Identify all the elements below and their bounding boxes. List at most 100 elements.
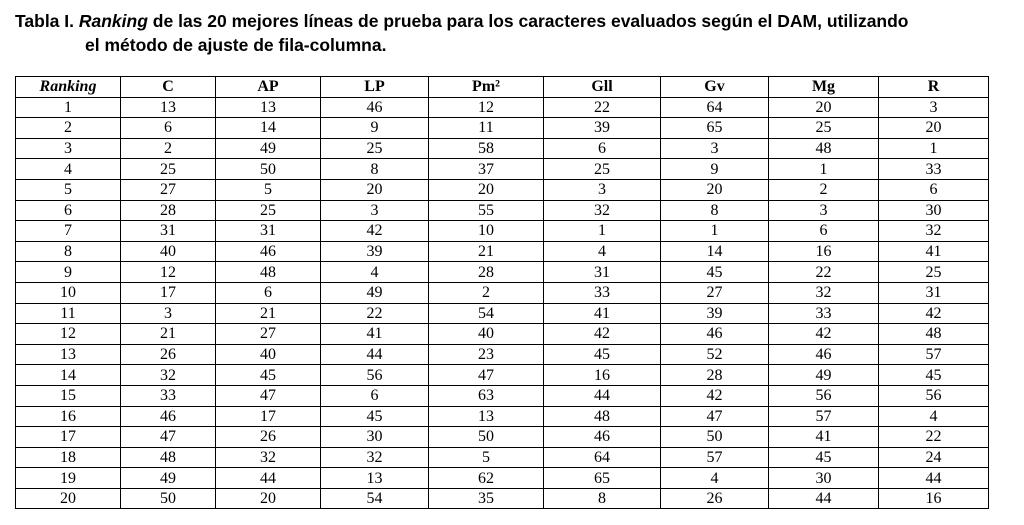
table-cell: 15 (15, 384, 121, 407)
table-cell: 46 (120, 405, 216, 428)
table-cell: 25 (215, 199, 321, 222)
table-cell: 46 (543, 426, 661, 448)
table-cell: 32 (768, 281, 879, 304)
table-cell: 3 (15, 137, 121, 160)
table-row: 6 28 25 3 55 32 8 3 30 (15, 199, 989, 222)
table-cell: 55 (428, 199, 544, 222)
table-cell: 20 (878, 117, 989, 139)
table-row: 10 17 6 49 2 33 27 32 31 (15, 281, 989, 304)
table-row: 3 2 49 25 58 6 3 48 1 (15, 137, 989, 160)
table-cell: 25 (320, 137, 429, 160)
table-cell: 57 (660, 446, 769, 469)
caption-emphasis: Ranking (78, 11, 148, 31)
table-cell: 1 (15, 96, 121, 119)
table-cell: 33 (768, 302, 879, 325)
table-cell: 48 (878, 323, 989, 345)
table-cell: 1 (768, 158, 879, 180)
table-cell: 45 (768, 446, 879, 469)
table-cell: 28 (120, 199, 216, 222)
table-cell: 3 (320, 199, 429, 222)
table-row: 16 46 17 45 13 48 47 57 4 (15, 405, 989, 428)
table-cell: 42 (660, 384, 769, 407)
table-cell: 48 (120, 446, 216, 469)
table-cell: 17 (120, 281, 216, 304)
table-cell: 16 (543, 364, 661, 386)
table-cell: 44 (768, 487, 879, 510)
table-cell: 3 (878, 96, 989, 119)
table-cell: 33 (878, 158, 989, 180)
table-row: 20 50 20 54 35 8 26 44 16 (15, 487, 989, 510)
table-cell: 14 (660, 240, 769, 263)
table-cell: 46 (215, 240, 321, 263)
table-cell: 10 (15, 281, 121, 304)
table-cell: 28 (660, 364, 769, 386)
table-cell: 8 (543, 487, 661, 510)
table-cell: 11 (428, 117, 544, 139)
table-cell: 50 (428, 426, 544, 448)
table-cell: 57 (878, 343, 989, 366)
table-cell: 31 (878, 281, 989, 304)
table-cell: 40 (215, 343, 321, 366)
table-cell: 65 (660, 117, 769, 139)
table-cell: 42 (543, 323, 661, 345)
table-cell: 22 (320, 302, 429, 325)
table-cell: 32 (543, 199, 661, 222)
table-cell: 45 (878, 364, 989, 386)
table-cell: 44 (543, 384, 661, 407)
table-cell: 42 (320, 220, 429, 242)
table-cell: 6 (15, 199, 121, 222)
table-cell: 49 (768, 364, 879, 386)
table-cell: 8 (660, 199, 769, 222)
table-cell: 42 (878, 302, 989, 325)
table-cell: 13 (215, 96, 321, 119)
table-cell: 2 (428, 281, 544, 304)
table-cell: 20 (768, 96, 879, 119)
table-cell: 37 (428, 158, 544, 180)
table-cell: 56 (878, 384, 989, 407)
table-cell: 52 (660, 343, 769, 366)
table-cell: 13 (15, 343, 121, 366)
ranking-table: Ranking C AP LP Pm² Gll Gv Mg R 1 13 13 46 12 22 64 20 3… (15, 76, 989, 510)
header-cell: Pm² (428, 76, 544, 98)
table-cell: 20 (428, 178, 544, 201)
table-row: 18 48 32 32 5 64 57 45 24 (15, 446, 989, 469)
header-cell: AP (215, 76, 321, 98)
table-cell: 22 (768, 261, 879, 283)
table-cell: 6 (215, 281, 321, 304)
header-cell: LP (320, 76, 429, 98)
table-cell: 12 (15, 323, 121, 345)
table-cell: 45 (215, 364, 321, 386)
table-cell: 13 (320, 467, 429, 489)
table-row: 4 25 50 8 37 25 9 1 33 (15, 158, 989, 180)
table-cell: 6 (120, 117, 216, 139)
table-row: 5 27 5 20 20 3 20 2 6 (15, 178, 989, 201)
table-cell: 7 (15, 220, 121, 242)
table-cell: 4 (15, 158, 121, 180)
table-row: 12 21 27 41 40 42 46 42 48 (15, 323, 989, 345)
table-cell: 20 (660, 178, 769, 201)
table-cell: 44 (320, 343, 429, 366)
table-cell: 56 (320, 364, 429, 386)
table-cell: 39 (543, 117, 661, 139)
table-cell: 25 (543, 158, 661, 180)
table-cell: 2 (120, 137, 216, 160)
table-cell: 21 (428, 240, 544, 263)
table-cell: 56 (768, 384, 879, 407)
table-cell: 46 (320, 96, 429, 119)
header-cell: R (878, 76, 989, 98)
table-cell: 3 (543, 178, 661, 201)
table-cell: 16 (878, 487, 989, 510)
table-cell: 21 (120, 323, 216, 345)
table-cell: 16 (15, 405, 121, 428)
table-cell: 3 (660, 137, 769, 160)
table-body: 1 13 13 46 12 22 64 20 3 2 6 14 9 11 39 65 25 20 3 2 49 25 58 6… (15, 96, 989, 510)
table-cell: 28 (428, 261, 544, 283)
table-row: 9 12 48 4 28 31 45 22 25 (15, 261, 989, 283)
table-cell: 30 (320, 426, 429, 448)
table-cell: 6 (768, 220, 879, 242)
table-cell: 46 (768, 343, 879, 366)
table-cell: 30 (768, 467, 879, 489)
table-cell: 1 (543, 220, 661, 242)
table-cell: 64 (660, 96, 769, 119)
